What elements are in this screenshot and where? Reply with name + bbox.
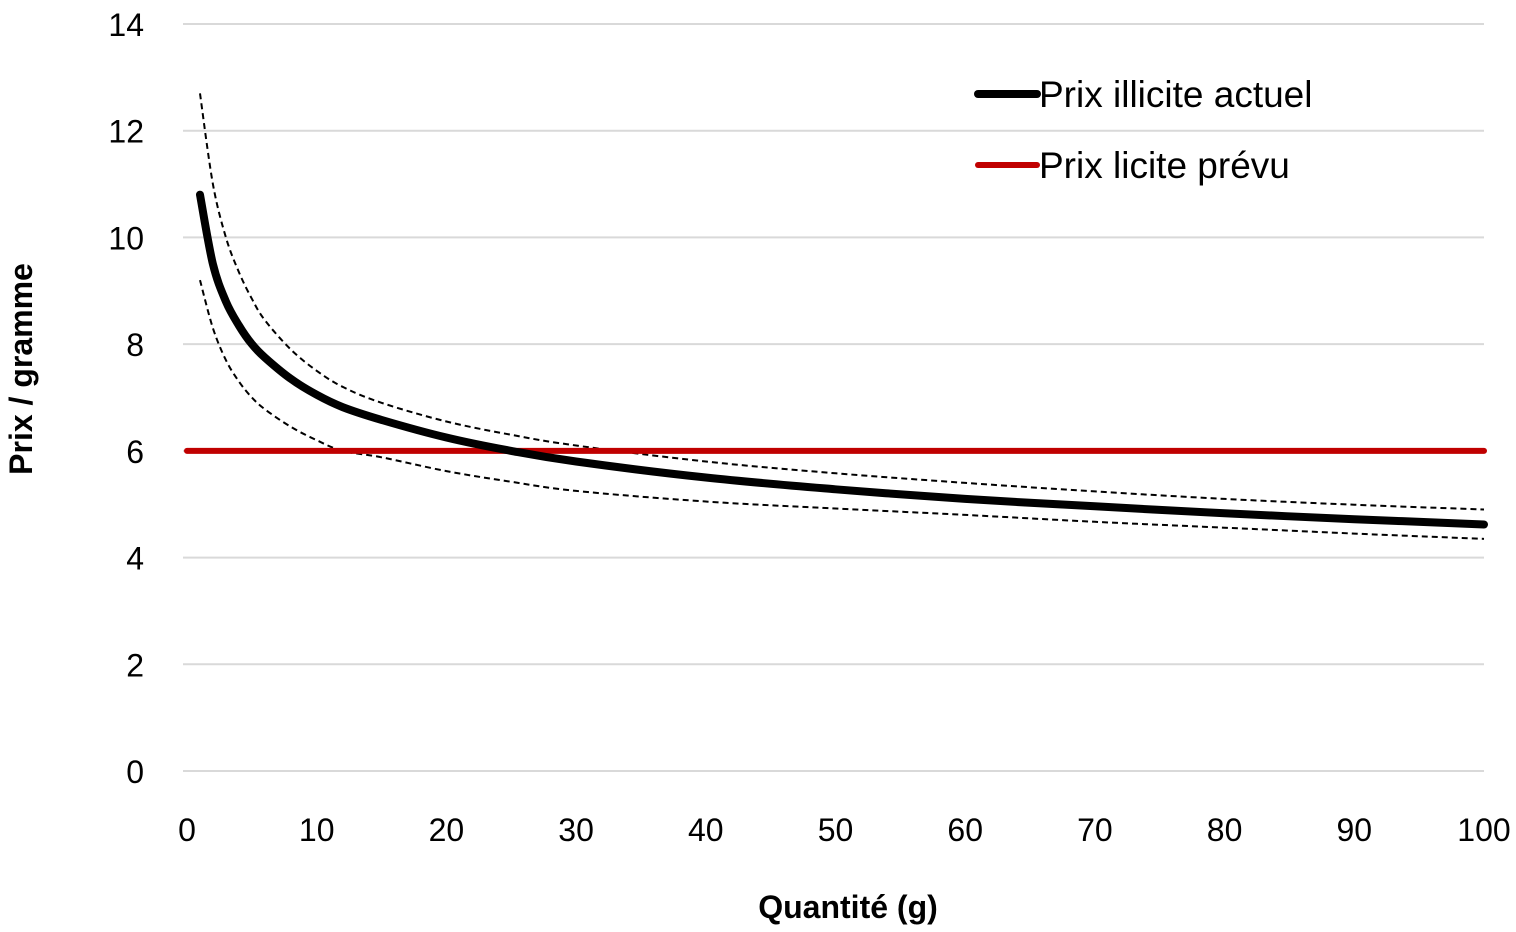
series-line-illicit: [196, 190, 1488, 529]
y-tick-label-1: 2: [126, 647, 144, 683]
legend-label-illicit: Prix illicite actuel: [1039, 74, 1312, 115]
y-tick-label-0: 0: [126, 754, 144, 790]
x-axis-ticks: 0 10 20 30 40 50 60 70 80 90 100: [178, 812, 1511, 848]
y-tick-label-4: 8: [126, 327, 144, 363]
legend-label-licit: Prix licite prévu: [1039, 145, 1290, 186]
x-tick-label-9: 90: [1337, 812, 1373, 848]
x-axis-title: Quantité (g): [758, 889, 938, 925]
x-tick-label-3: 30: [558, 812, 594, 848]
x-tick-label-4: 40: [688, 812, 724, 848]
y-axis-ticks: 0 2 4 6 8 10 12 14: [108, 7, 144, 790]
y-tick-label-7: 14: [108, 7, 144, 43]
y-tick-label-3: 6: [126, 434, 144, 470]
y-tick-label-2: 4: [126, 541, 144, 577]
x-tick-label-2: 20: [429, 812, 465, 848]
x-tick-label-10: 100: [1457, 812, 1510, 848]
y-axis-title: Prix / gramme: [3, 263, 39, 475]
x-tick-label-6: 60: [947, 812, 983, 848]
x-tick-label-7: 70: [1077, 812, 1113, 848]
series-line-lower-band: [199, 279, 1485, 540]
x-tick-label-0: 0: [178, 812, 196, 848]
y-tick-label-6: 12: [108, 114, 144, 150]
series-lines: [184, 93, 1488, 540]
grid-lines: [183, 23, 1484, 772]
legend: Prix illicite actuel Prix licite prévu: [974, 74, 1312, 186]
x-tick-label-1: 10: [299, 812, 335, 848]
y-tick-label-5: 10: [108, 220, 144, 256]
x-tick-label-5: 50: [818, 812, 854, 848]
series-line-upper-band: [199, 93, 1485, 511]
x-tick-label-8: 80: [1207, 812, 1243, 848]
